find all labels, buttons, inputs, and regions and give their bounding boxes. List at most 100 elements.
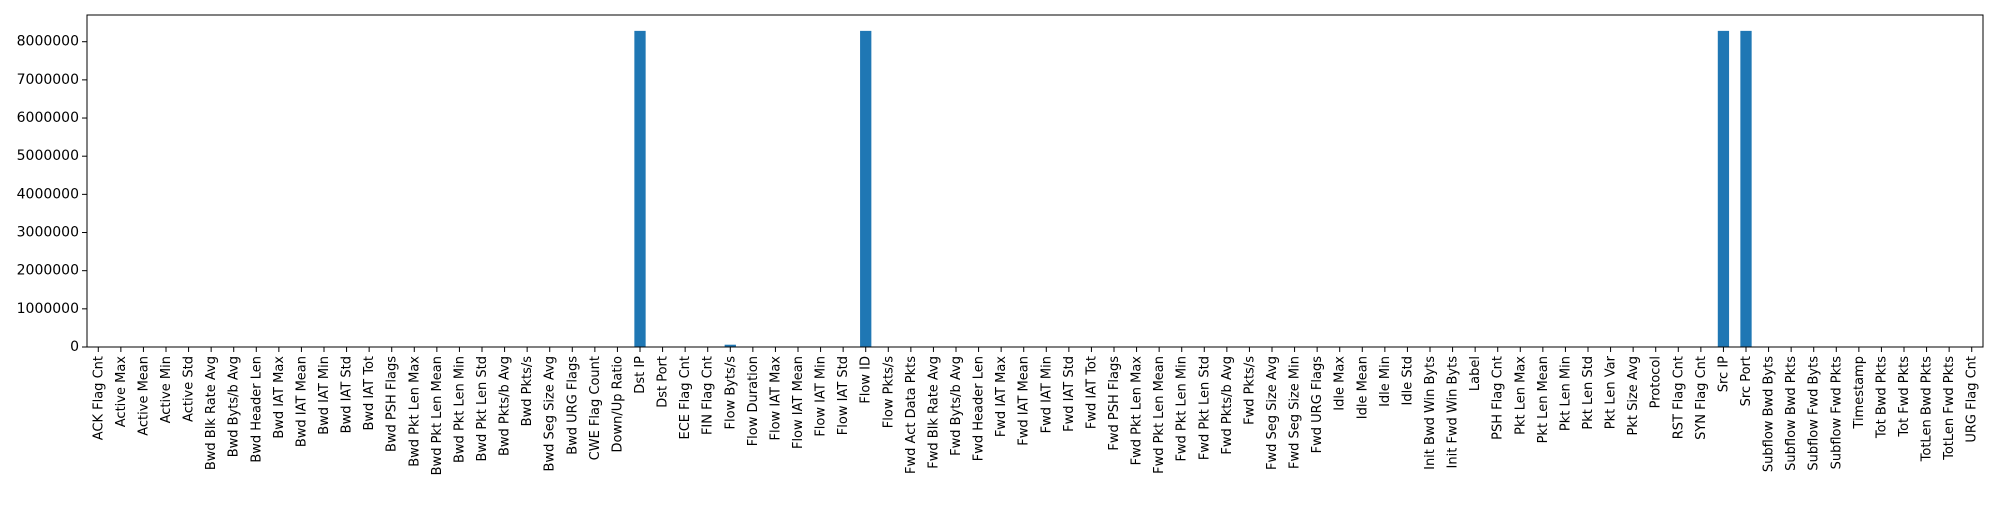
x-tick-label: Pkt Len Max	[1513, 356, 1528, 435]
x-tick-label: Fwd Header Len	[972, 356, 987, 461]
bar	[1740, 30, 1752, 348]
x-tick-label: Down/Up Ratio	[610, 356, 625, 453]
x-tick-label: Fwd Seg Size Min	[1288, 356, 1303, 469]
x-tick-label: Flow IAT Max	[768, 356, 783, 441]
bar	[860, 30, 872, 348]
x-tick-label: SYN Flag Cnt	[1694, 356, 1709, 440]
x-tick-label: Flow IAT Mean	[791, 356, 806, 449]
x-tick-label: FIN Flag Cnt	[701, 356, 716, 435]
x-tick-label: Bwd URG Flags	[565, 356, 580, 455]
x-tick-label: Bwd PSH Flags	[385, 356, 400, 452]
x-tick-label: Idle Mean	[1355, 356, 1370, 419]
x-tick-label: Fwd Act Data Pkts	[904, 356, 919, 474]
x-tick-label: Pkt Len Std	[1581, 356, 1596, 430]
x-tick-label: Fwd PSH Flags	[1107, 356, 1122, 451]
x-tick-label: Active Min	[159, 356, 174, 423]
y-tick-label: 3000000	[17, 225, 79, 241]
x-tick-label: Fwd IAT Mean	[1017, 356, 1032, 446]
x-tick-label: Init Bwd Win Byts	[1423, 356, 1438, 470]
x-tick-label: Bwd Pkts/s	[520, 356, 535, 427]
x-tick-label: Fwd Blk Rate Avg	[926, 356, 941, 469]
x-tick-label: Flow Pkts/s	[881, 356, 896, 428]
x-tick-label: Fwd IAT Max	[994, 356, 1009, 437]
x-tick-label: PSH Flag Cnt	[1491, 356, 1506, 440]
y-tick-label: 5000000	[17, 148, 79, 164]
x-tick-label: Bwd IAT Max	[272, 356, 287, 439]
y-axis: 0 1000000 2000000 3000000 4000000 5000000 6000…	[17, 34, 87, 355]
x-tick-label: Flow Duration	[746, 356, 761, 446]
x-tick-label: Flow IAT Std	[836, 356, 851, 435]
y-tick-label: 1000000	[17, 301, 79, 317]
x-tick-label: Bwd IAT Mean	[294, 356, 309, 447]
x-tick-label: Fwd Seg Size Avg	[1265, 356, 1280, 470]
x-tick-label: Bwd Header Len	[249, 356, 264, 463]
bar	[724, 344, 736, 347]
x-tick-label: Bwd Pkt Len Mean	[430, 356, 445, 475]
x-tick-label: Fwd URG Flags	[1310, 356, 1325, 454]
x-tick-label: Fwd Pkt Len Mean	[1152, 356, 1167, 474]
x-tick-label: Tot Bwd Pkts	[1874, 356, 1889, 439]
y-tick-label: 0	[70, 339, 79, 355]
x-tick-label: Fwd Pkt Len Min	[1175, 356, 1190, 462]
x-tick-label: Pkt Len Var	[1604, 355, 1619, 429]
x-tick-label: Bwd IAT Std	[340, 356, 355, 433]
bar	[634, 30, 646, 348]
x-tick-label: Fwd Pkt Len Max	[1130, 356, 1145, 466]
x-tick-label: Flow ID	[859, 356, 874, 404]
x-tick-label: Dst IP	[633, 356, 648, 394]
x-tick-label: Bwd Seg Size Avg	[543, 356, 558, 471]
x-tick-label: ECE Flag Cnt	[678, 356, 693, 440]
x-tick-label: Dst Port	[656, 356, 671, 408]
x-tick-label: Active Max	[114, 356, 129, 428]
y-tick-label: 6000000	[17, 110, 79, 126]
x-tick-label: Fwd IAT Std	[1062, 356, 1077, 432]
x-tick-label: Src IP	[1716, 356, 1731, 392]
x-tick-label: Bwd Pkts/b Avg	[498, 356, 513, 456]
bars-layer	[634, 30, 1752, 348]
x-tick-label: Bwd Pkt Len Min	[452, 356, 467, 463]
x-tick-label: TotLen Fwd Pkts	[1942, 356, 1957, 461]
y-tick-label: 7000000	[17, 72, 79, 88]
x-tick-label: Pkt Len Min	[1558, 356, 1573, 431]
y-tick-label: 4000000	[17, 186, 79, 202]
x-tick-label: ACK Flag Cnt	[91, 356, 106, 440]
x-tick-label: Init Fwd Win Byts	[1446, 356, 1461, 469]
x-tick-label: Label	[1468, 356, 1483, 391]
x-tick-label: Subflow Bwd Byts	[1762, 356, 1777, 472]
x-tick-label: Subflow Fwd Byts	[1807, 356, 1822, 471]
x-tick-label: Protocol	[1649, 356, 1664, 408]
bar	[1717, 30, 1730, 348]
plot-frame	[86, 14, 1984, 348]
y-tick-label: 8000000	[17, 34, 79, 50]
x-tick-label: Fwd IAT Min	[1039, 356, 1054, 433]
x-tick-label: Idle Max	[1333, 356, 1348, 411]
x-tick-label: Subflow Fwd Pkts	[1829, 356, 1844, 470]
x-tick-label: Flow Byts/s	[723, 356, 738, 430]
x-tick-label: CWE Flag Count	[588, 356, 603, 460]
x-tick-label: Flow IAT Min	[814, 356, 829, 437]
x-tick-label: Src Port	[1739, 356, 1754, 406]
x-tick-label: TotLen Bwd Pkts	[1920, 356, 1935, 463]
x-tick-label: Fwd Pkt Len Std	[1197, 356, 1212, 460]
y-tick-label: 2000000	[17, 263, 79, 279]
x-tick-label: Pkt Len Mean	[1536, 356, 1551, 443]
x-tick-label: Bwd IAT Min	[317, 356, 332, 435]
x-axis: ACK Flag Cnt Active Max Active Mean Active …	[91, 347, 1980, 475]
x-tick-label: Bwd Byts/b Avg	[227, 356, 242, 457]
x-tick-label: Fwd IAT Tot	[1084, 356, 1099, 429]
x-tick-label: Timestamp	[1852, 356, 1867, 430]
x-tick-label: Active Std	[182, 356, 197, 422]
x-tick-label: Idle Std	[1400, 356, 1415, 405]
x-tick-label: Fwd Pkts/b Avg	[1220, 356, 1235, 455]
x-tick-label: Fwd Pkts/s	[1242, 356, 1257, 425]
x-tick-label: Active Mean	[136, 356, 151, 436]
x-tick-label: Bwd Blk Rate Avg	[204, 356, 219, 470]
x-tick-label: Tot Fwd Pkts	[1897, 356, 1912, 438]
x-tick-label: RST Flag Cnt	[1671, 356, 1686, 439]
x-tick-label: Pkt Size Avg	[1626, 356, 1641, 436]
x-tick-label: Fwd Byts/b Avg	[949, 356, 964, 456]
x-tick-label: Subflow Bwd Pkts	[1784, 356, 1799, 471]
